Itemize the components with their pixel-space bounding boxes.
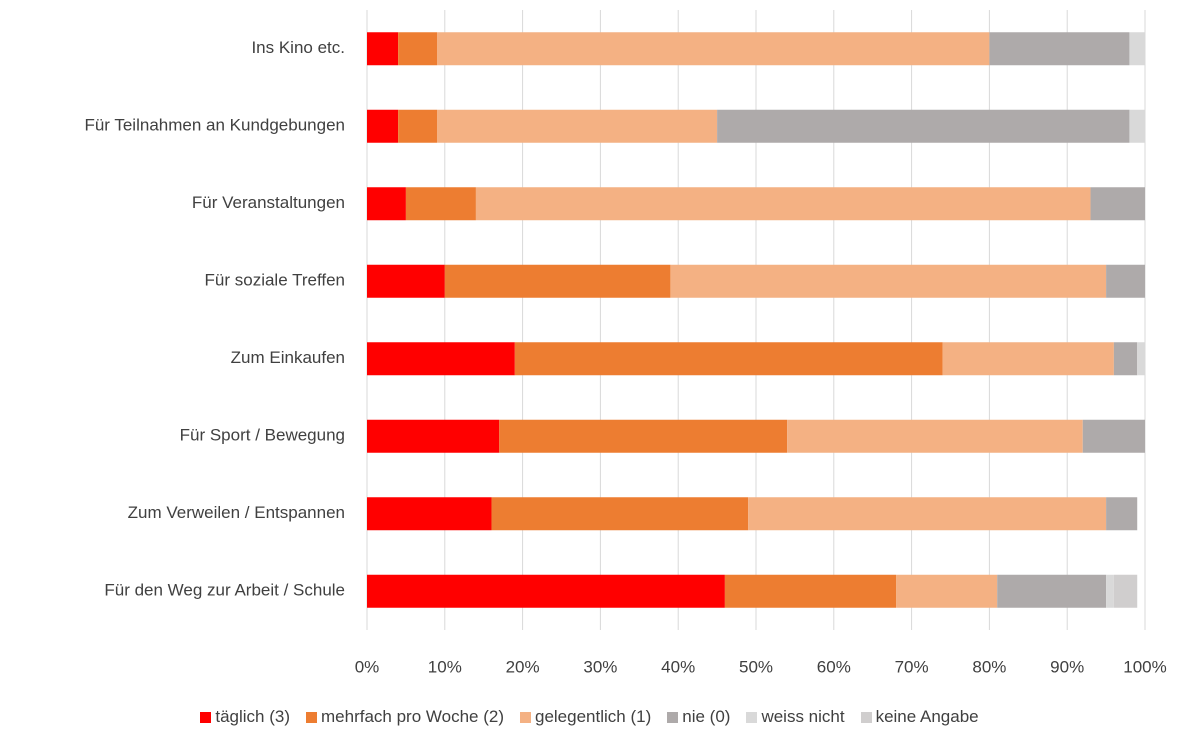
x-tick-label: 70% [895, 657, 929, 676]
bar-segment [444, 264, 671, 298]
x-tick-label: 100% [1123, 657, 1166, 676]
legend-label: weiss nicht [761, 707, 845, 726]
bar-segment [499, 419, 788, 453]
bar-segment [787, 419, 1083, 453]
y-tick-label: Für Teilnahmen an Kundgebungen [84, 116, 345, 135]
bar-segment [398, 32, 438, 66]
legend-label: gelegentlich (1) [535, 707, 652, 726]
bar-segment [367, 497, 492, 531]
bar-segment [367, 187, 406, 221]
legend-item: gelegentlich (1) [520, 707, 651, 727]
legend-item: weiss nicht [746, 707, 845, 727]
x-tick-label: 30% [583, 657, 617, 676]
bar-segment [475, 187, 1091, 221]
legend: täglich (3) mehrfach pro Woche (2) gelegen… [0, 707, 1179, 727]
bar-segment [1090, 187, 1145, 221]
bar-segment [437, 109, 718, 143]
legend-label: keine Angabe [875, 707, 979, 726]
bar-segment [1106, 574, 1114, 608]
x-tick-label: 60% [817, 657, 851, 676]
bar-segment [717, 109, 1130, 143]
bar-segment [670, 264, 1107, 298]
bar-segment [1106, 497, 1138, 531]
bar-segment [942, 342, 1114, 376]
bar-segment [1106, 264, 1145, 298]
bar-segment [748, 497, 1107, 531]
bar-segment [437, 32, 990, 66]
legend-label: täglich (3) [215, 707, 291, 726]
legend-swatch [860, 711, 872, 723]
y-tick-label: Für Sport / Bewegung [180, 426, 345, 445]
chart: 0% 10% 20% 30% 40% 50% 60% 70% 80% 90% 100% Ins Kin… [84, 10, 1167, 676]
bar-segment [367, 342, 515, 376]
legend-label: mehrfach pro Woche (2) [321, 707, 504, 726]
legend-item: mehrfach pro Woche (2) [306, 707, 504, 727]
legend-item: nie (0) [667, 707, 730, 727]
x-tick-label: 10% [428, 657, 462, 676]
y-tick-label: Für soziale Treffen [205, 271, 345, 290]
bar-segment [367, 32, 399, 66]
bar-segment [1082, 419, 1145, 453]
bar-segment [1137, 342, 1145, 376]
x-tick-label: 90% [1050, 657, 1084, 676]
x-tick-label: 20% [506, 657, 540, 676]
y-tick-label: Zum Verweilen / Entspannen [128, 503, 345, 522]
bar-segment [514, 342, 943, 376]
legend-swatch [667, 711, 679, 723]
bar-segment [1129, 109, 1145, 143]
legend-item: täglich (3) [200, 707, 290, 727]
y-tick-label: Für Veranstaltungen [192, 193, 345, 212]
legend-swatch [200, 711, 212, 723]
bar-segment [367, 419, 500, 453]
bar-segment [367, 109, 399, 143]
legend-swatch [746, 711, 758, 723]
legend-swatch [520, 711, 531, 723]
x-tick-label: 0% [355, 657, 380, 676]
y-tick-label: Für den Weg zur Arbeit / Schule [104, 581, 345, 600]
bar-segment [405, 187, 476, 221]
legend-swatch [306, 711, 318, 723]
bar-segment [491, 497, 749, 531]
bar-segment [398, 109, 438, 143]
bar-segment [367, 574, 725, 608]
bar-segment [896, 574, 998, 608]
legend-item: keine Angabe [860, 707, 979, 727]
bar-segment [1129, 32, 1145, 66]
y-tick-label: Zum Einkaufen [231, 348, 345, 367]
bar-segment [989, 32, 1130, 66]
bar-segment [997, 574, 1107, 608]
x-tick-label: 40% [661, 657, 695, 676]
x-tick-label: 80% [972, 657, 1006, 676]
bar-segment [1113, 574, 1138, 608]
bar-segment [724, 574, 897, 608]
x-tick-label: 50% [739, 657, 773, 676]
legend-label: nie (0) [682, 707, 731, 726]
bar-segment [1113, 342, 1138, 376]
bar-segment [367, 264, 445, 298]
y-tick-label: Ins Kino etc. [251, 38, 345, 57]
